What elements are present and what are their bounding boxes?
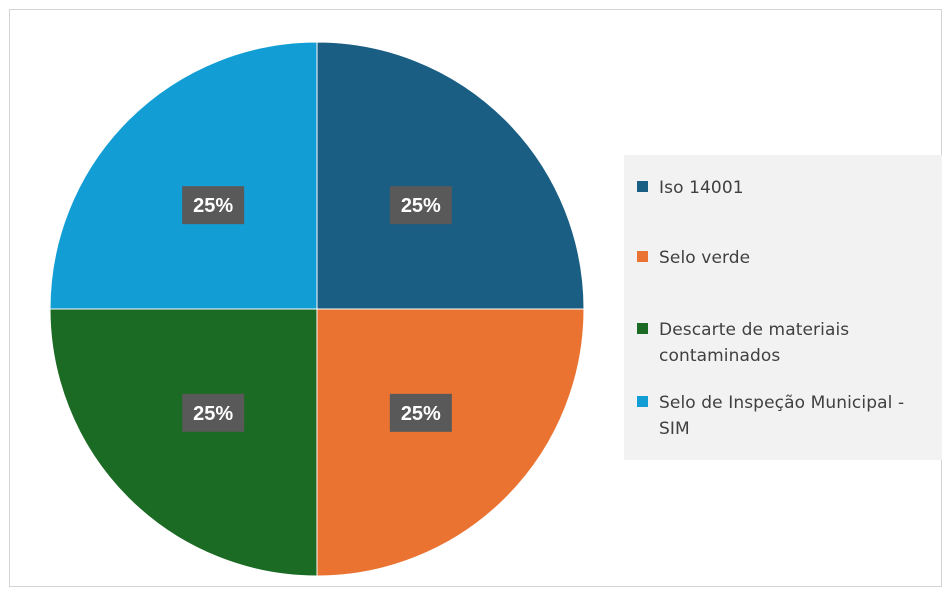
legend-swatch — [637, 181, 648, 192]
pie-slice-selo-verde — [316, 308, 585, 577]
data-label-box — [389, 393, 452, 432]
legend-swatch — [637, 251, 648, 262]
data-label-iso-14001: 25% — [389, 186, 452, 225]
data-label-text: 25% — [401, 403, 441, 425]
data-label-text: 25% — [193, 403, 233, 425]
legend-label: Selo verde — [659, 248, 751, 268]
pie-slice-descarte — [49, 308, 318, 577]
legend: Iso 14001 Selo verde Descarte de materia… — [624, 155, 942, 460]
legend-label: Selo de Inspeção Municipal - SIM — [659, 393, 905, 439]
legend-label: Iso 14001 — [659, 178, 744, 198]
pie-slice-sim — [49, 41, 318, 310]
data-label-text: 25% — [401, 195, 441, 217]
data-label-box — [389, 186, 452, 225]
data-label-box — [182, 393, 245, 432]
legend-swatch — [637, 323, 648, 334]
legend-swatch — [637, 396, 648, 407]
data-label-sim: 25% — [182, 186, 245, 225]
legend-label: Descarte de materiais contaminados — [659, 320, 850, 366]
data-label-box — [182, 186, 245, 225]
data-label-selo-verde: 25% — [389, 393, 452, 432]
data-label-text: 25% — [193, 195, 233, 217]
pie-slice-iso-14001 — [316, 41, 585, 310]
data-label-descarte: 25% — [182, 393, 245, 432]
